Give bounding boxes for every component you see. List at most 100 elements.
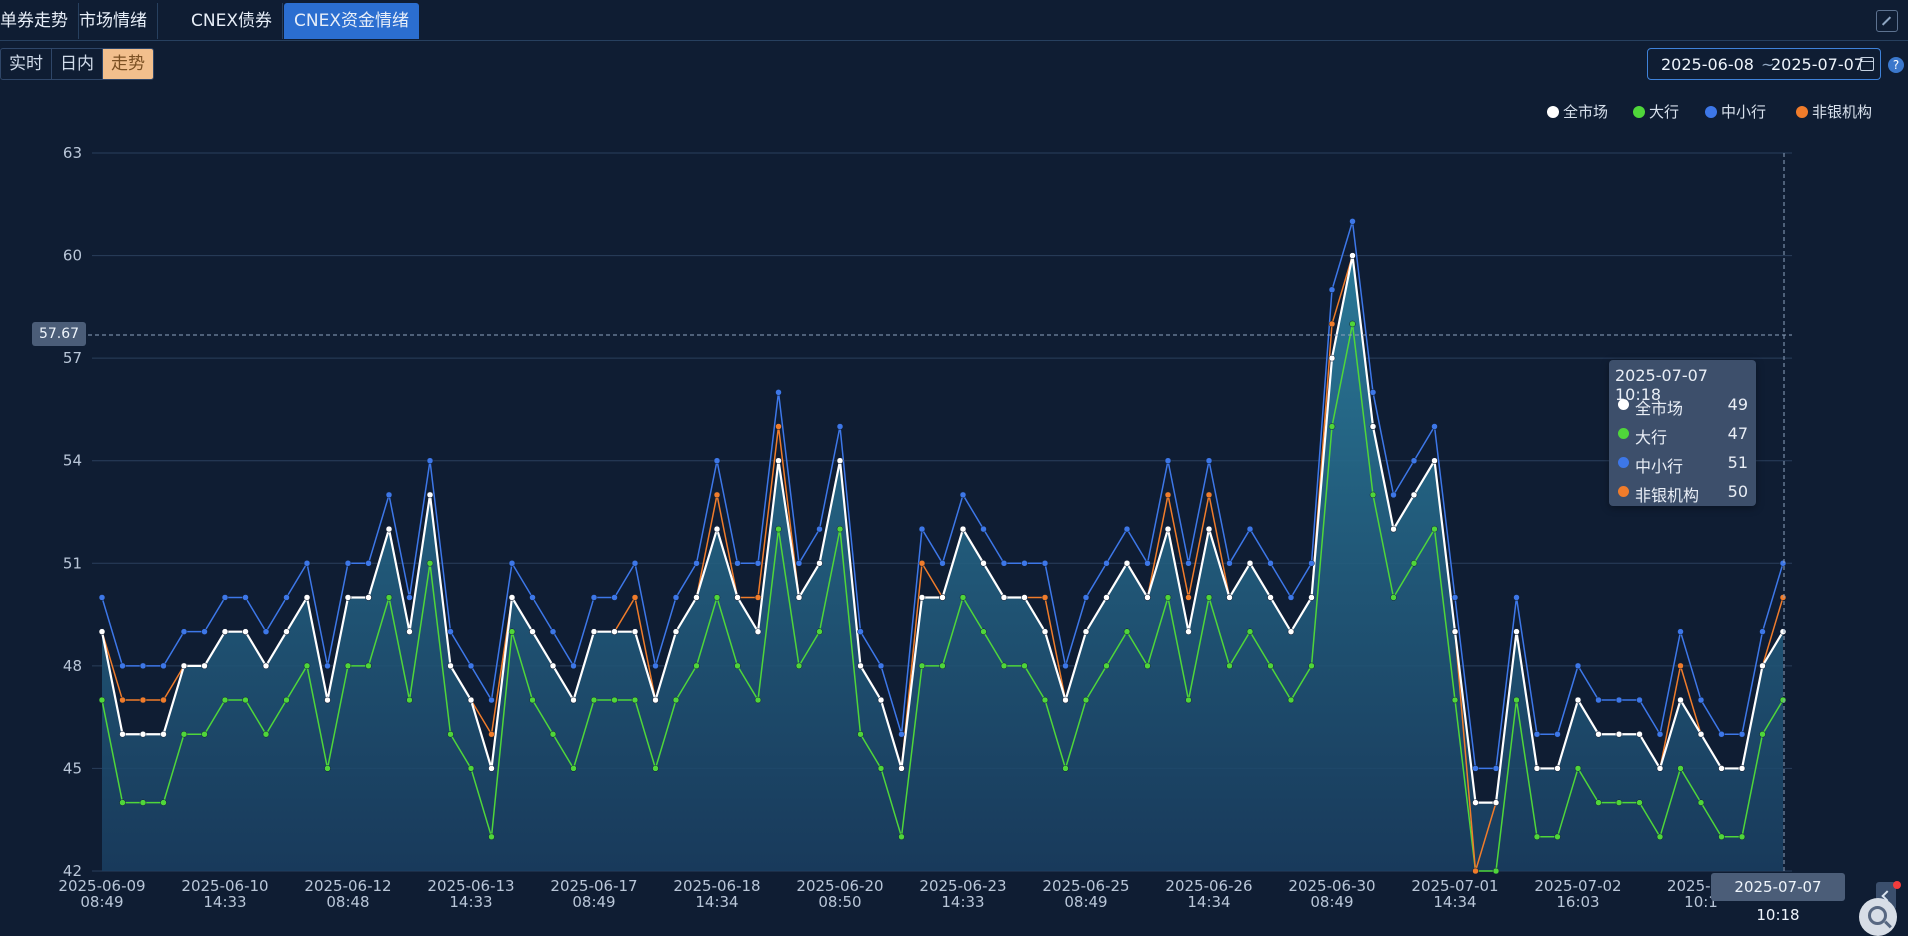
data-point bbox=[549, 628, 557, 635]
data-point bbox=[590, 594, 598, 601]
data-point bbox=[1636, 696, 1643, 704]
data-point bbox=[631, 560, 639, 567]
data-point bbox=[1287, 696, 1295, 704]
tab-market-sentiment[interactable]: 市场情绪 bbox=[69, 3, 158, 39]
tab-bar: 单券走势 市场情绪 CNEX债券 CNEX资金情绪 bbox=[0, 0, 1908, 41]
x-tick-label: 2025-06-25 bbox=[1042, 877, 1129, 895]
data-point bbox=[1000, 662, 1008, 670]
data-point bbox=[1226, 662, 1233, 670]
data-point bbox=[959, 594, 967, 601]
legend-dot bbox=[1705, 106, 1717, 118]
view-mode-realtime[interactable]: 实时 bbox=[1, 49, 52, 79]
data-point bbox=[1595, 799, 1602, 806]
data-point bbox=[1554, 730, 1561, 738]
data-point bbox=[836, 423, 844, 430]
data-point bbox=[693, 594, 700, 601]
data-point bbox=[775, 457, 782, 464]
data-point bbox=[1513, 696, 1520, 704]
tooltip-series-value: 51 bbox=[1727, 453, 1748, 472]
data-point bbox=[488, 765, 495, 772]
tab-single-bond[interactable]: 单券走势 bbox=[0, 3, 79, 39]
data-point bbox=[549, 730, 557, 738]
data-point bbox=[1287, 628, 1295, 635]
data-point bbox=[672, 594, 680, 601]
data-point bbox=[467, 662, 475, 670]
data-point bbox=[959, 491, 967, 499]
data-point bbox=[570, 696, 577, 704]
data-point bbox=[775, 389, 782, 396]
data-point bbox=[1082, 594, 1090, 601]
date-separator: ~ bbox=[1761, 55, 1775, 74]
data-point bbox=[918, 560, 926, 567]
data-point bbox=[1000, 594, 1008, 601]
data-point bbox=[1431, 457, 1438, 464]
data-point bbox=[365, 594, 372, 601]
data-point bbox=[1677, 696, 1684, 704]
expand-icon[interactable] bbox=[1876, 10, 1898, 32]
data-point bbox=[488, 696, 495, 704]
data-point bbox=[775, 423, 782, 430]
x-tick-label: 16:03 bbox=[1556, 893, 1599, 911]
tooltip-series-name: 非银机构 bbox=[1635, 486, 1700, 505]
view-mode-trend[interactable]: 走势 bbox=[103, 49, 153, 79]
data-point bbox=[898, 833, 905, 841]
tooltip-series-name: 全市场 bbox=[1635, 399, 1684, 418]
legend-dot bbox=[1633, 106, 1645, 118]
zoom-search-icon[interactable] bbox=[1859, 898, 1897, 936]
date-start[interactable]: 2025-06-08 bbox=[1661, 55, 1754, 74]
data-point bbox=[918, 662, 926, 670]
x-tick-label: 14:33 bbox=[941, 893, 984, 911]
legend-dot-icon bbox=[1618, 486, 1629, 497]
data-point bbox=[1369, 491, 1377, 499]
x-tick-label: 14:34 bbox=[1187, 893, 1230, 911]
data-point bbox=[242, 628, 249, 635]
data-point bbox=[652, 662, 659, 670]
data-point bbox=[1533, 765, 1541, 772]
data-point bbox=[1328, 354, 1336, 362]
data-point bbox=[98, 594, 106, 601]
data-point bbox=[1164, 457, 1172, 464]
tooltip-row: 大行 47 bbox=[1615, 423, 1750, 447]
data-point bbox=[939, 560, 946, 567]
y-axis-labels: 42 45 48 51 54 57 60 63 bbox=[63, 144, 82, 880]
help-icon[interactable]: ? bbox=[1888, 57, 1904, 73]
x-tick-label: 2025-06-20 bbox=[796, 877, 883, 895]
data-point bbox=[139, 696, 147, 704]
data-point bbox=[139, 662, 147, 670]
data-point bbox=[1677, 765, 1684, 772]
data-point bbox=[324, 696, 331, 704]
data-point bbox=[980, 525, 987, 533]
tab-cnex-bond[interactable]: CNEX债券 bbox=[181, 3, 283, 39]
date-range-picker[interactable]: 2025-06-08 ~ 2025-07-07 bbox=[1647, 48, 1881, 80]
calendar-icon[interactable] bbox=[1860, 57, 1874, 71]
data-point bbox=[1123, 560, 1131, 567]
data-point bbox=[160, 730, 167, 738]
data-point bbox=[980, 628, 987, 635]
x-tick-label: 2025-06-26 bbox=[1165, 877, 1252, 895]
data-point bbox=[1390, 491, 1397, 499]
date-end[interactable]: 2025-07-07 bbox=[1771, 55, 1864, 74]
data-point bbox=[1718, 833, 1725, 841]
data-point bbox=[734, 662, 741, 670]
data-point bbox=[1533, 833, 1541, 841]
x-tick-label: 14:34 bbox=[695, 893, 738, 911]
data-point bbox=[1779, 560, 1787, 567]
data-point bbox=[1656, 833, 1664, 841]
data-point bbox=[1410, 457, 1418, 464]
legend-label: 非银机构 bbox=[1812, 103, 1872, 121]
data-point bbox=[1451, 628, 1459, 635]
data-point bbox=[1185, 628, 1192, 635]
data-point bbox=[119, 662, 126, 670]
x-tick-label: 2025-06-18 bbox=[673, 877, 760, 895]
view-mode-intraday[interactable]: 日内 bbox=[52, 49, 103, 79]
data-point bbox=[1656, 730, 1664, 738]
data-point bbox=[836, 457, 844, 464]
tab-cnex-funding-sentiment[interactable]: CNEX资金情绪 bbox=[284, 3, 419, 39]
y-tick-label: 42 bbox=[63, 862, 82, 880]
data-point bbox=[939, 594, 946, 601]
data-point bbox=[1144, 594, 1151, 601]
data-point bbox=[1185, 560, 1192, 567]
data-point bbox=[959, 525, 967, 533]
data-point bbox=[1062, 696, 1069, 704]
data-point bbox=[1595, 730, 1602, 738]
